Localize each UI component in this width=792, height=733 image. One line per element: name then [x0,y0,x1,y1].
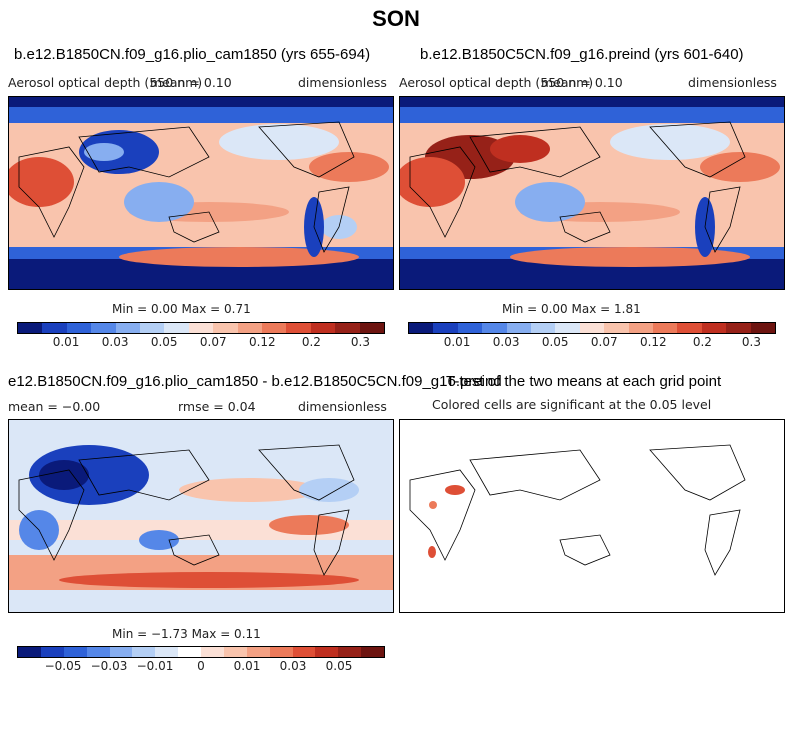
panel-3-units: dimensionless [298,399,387,414]
colorbar-swatch [140,323,165,333]
panel-2-units: dimensionless [688,75,777,90]
colorbar-swatch [310,323,336,333]
colorbar-swatch [63,647,87,657]
colorbar-swatch [164,323,189,333]
panel-2-variable: Aerosol optical depth (550 nm) [399,75,594,90]
colorbar-swatch [653,323,678,333]
colorbar-swatch [246,647,270,657]
colorbar-tick-label: 0.05 [325,659,353,673]
colorbar-swatch [66,323,92,333]
colorbar-swatch [237,323,263,333]
colorbar-swatch [223,647,247,657]
colorbar-swatch [91,323,116,333]
colorbar-swatch [115,323,141,333]
panel-4-title: T-test of the two means at each grid poi… [446,373,722,390]
panel-1-units: dimensionless [298,75,387,90]
panel-4-map [399,419,785,613]
colorbar-tick-label: 0.03 [279,659,307,673]
colorbar-tick-label: 0.07 [199,335,227,349]
colorbar-swatch [750,323,776,333]
panel-2-title: b.e12.B1850C5CN.f09_g16.preind (yrs 601-… [420,46,744,63]
colorbar-swatch [579,323,605,333]
colorbar-swatch [86,647,110,657]
colorbar-tick-label: 0.01 [233,659,261,673]
colorbar-swatch [269,647,293,657]
colorbar-swatch [433,323,458,333]
colorbar-swatch [188,323,214,333]
colorbar-swatch [506,323,532,333]
figure-title: SON [372,6,420,31]
panel-2-mean: mean = 0.10 [541,75,623,90]
colorbar-tick-label: 0.05 [541,335,569,349]
colorbar-tick-label: 0.01 [52,335,80,349]
panel-1-colorbar [17,322,385,334]
colorbar-tick-label: 0 [197,659,205,673]
colorbar-tick-label: 0.12 [639,335,667,349]
colorbar-swatch [482,323,507,333]
colorbar-swatch [338,647,362,657]
panel-3-mean: mean = −0.00 [8,399,101,414]
colorbar-swatch [109,647,133,657]
colorbar-swatch [359,323,385,333]
colorbar-tick-label: 0.03 [492,335,520,349]
colorbar-tick-label: 0.01 [443,335,471,349]
colorbar-tick-label: −0.01 [136,659,174,673]
colorbar-swatch [701,323,727,333]
colorbar-swatch [155,647,179,657]
colorbar-swatch [201,647,224,657]
colorbar-swatch [628,323,654,333]
colorbar-tick-label: 0.3 [350,335,370,349]
colorbar-tick-label: 0.07 [590,335,618,349]
colorbar-tick-label: 0.2 [692,335,712,349]
colorbar-tick-label: 0.03 [101,335,129,349]
colorbar-swatch [315,647,339,657]
colorbar-swatch [726,323,751,333]
panel-3-colorbar-labels: −0.05 −0.03 −0.01 0 0.01 0.03 0.05 [17,659,385,675]
colorbar-swatch [286,323,311,333]
panel-2-colorbar [408,322,776,334]
panel-1-colorbar-labels: 0.01 0.03 0.05 0.07 0.12 0.2 0.3 [17,335,385,351]
colorbar-swatch [213,323,238,333]
colorbar-swatch [604,323,629,333]
colorbar-swatch [361,647,384,657]
colorbar-swatch [42,323,67,333]
panel-3-map [8,419,394,613]
panel-3-colorbar [17,646,385,658]
colorbar-swatch [677,323,702,333]
colorbar-swatch [178,647,201,657]
colorbar-swatch [409,323,434,333]
colorbar-swatch [40,647,64,657]
colorbar-tick-label: −0.03 [90,659,128,673]
colorbar-tick-label: 0.05 [150,335,178,349]
colorbar-swatch [132,647,156,657]
colorbar-tick-label: 0.12 [248,335,276,349]
panel-1-variable: Aerosol optical depth (550 nm) [8,75,203,90]
colorbar-tick-label: −0.05 [44,659,82,673]
colorbar-tick-label: 0.2 [301,335,321,349]
colorbar-swatch [457,323,483,333]
panel-1-title: b.e12.B1850CN.f09_g16.plio_cam1850 (yrs … [14,46,371,63]
panel-3-title: e12.B1850CN.f09_g16.plio_cam1850 - b.e12… [8,373,502,390]
panel-3-minmax: Min = −1.73 Max = 0.11 [112,627,261,641]
colorbar-swatch [335,323,360,333]
colorbar-swatch [555,323,580,333]
panel-3-rmse: rmse = 0.04 [178,399,256,414]
panel-4-subtitle: Colored cells are significant at the 0.0… [432,397,712,412]
panel-1-map [8,96,394,290]
colorbar-swatch [292,647,316,657]
colorbar-swatch [18,323,43,333]
panel-1-minmax: Min = 0.00 Max = 0.71 [112,302,251,316]
panel-2-colorbar-labels: 0.01 0.03 0.05 0.07 0.12 0.2 0.3 [408,335,776,351]
colorbar-swatch [262,323,287,333]
colorbar-tick-label: 0.3 [741,335,761,349]
colorbar-swatch [18,647,41,657]
panel-1-mean: mean = 0.10 [150,75,232,90]
panel-2-minmax: Min = 0.00 Max = 1.81 [502,302,641,316]
panel-2-map [399,96,785,290]
colorbar-swatch [531,323,556,333]
